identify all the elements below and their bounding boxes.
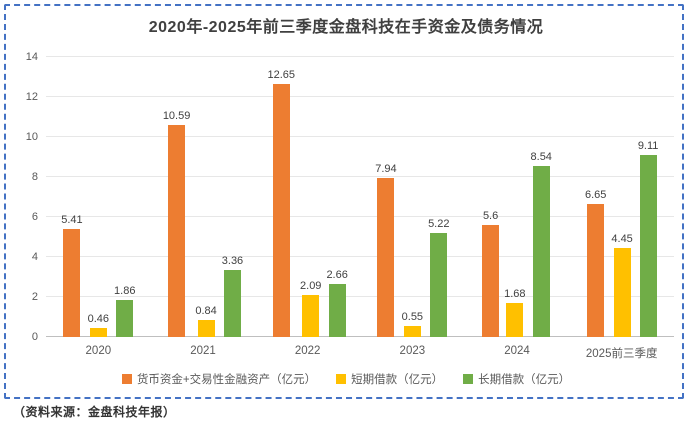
- y-tick-label: 12: [25, 91, 38, 103]
- gridline: [46, 136, 674, 137]
- bar-column: 6.65: [585, 189, 606, 337]
- legend: 货币资金+交易性金融资产（亿元） 短期借款（亿元） 长期借款（亿元）: [0, 371, 692, 387]
- legend-label: 货币资金+交易性金融资产（亿元）: [136, 374, 317, 386]
- bar-column: 2.66: [326, 268, 348, 337]
- bar-column: 3.36: [222, 255, 243, 337]
- bar-value-label: 1.86: [114, 284, 136, 297]
- bar-value-label: 0.46: [87, 312, 110, 325]
- bar-value-label: 4.45: [611, 233, 633, 245]
- bar-group: 5.41 0.46 1.86: [46, 57, 151, 337]
- bar-value-label: 1.68: [504, 288, 526, 301]
- bar-column: 10.59: [162, 110, 191, 337]
- bar: [506, 303, 524, 337]
- bar-group: 6.65 4.45 9.11: [569, 57, 674, 337]
- bar: [302, 295, 320, 337]
- x-category-label: 2022: [294, 345, 321, 357]
- bar-value-label: 5.41: [61, 213, 83, 226]
- gridline: [46, 216, 674, 217]
- bar-value-label: 3.36: [221, 254, 244, 267]
- bar-group: 10.59 0.84 3.36: [151, 57, 256, 337]
- bar: [116, 299, 134, 337]
- chart-title: 2020年-2025年前三季度金盘科技在手资金及债务情况: [148, 19, 544, 36]
- bar-column: 2.09: [300, 280, 321, 337]
- bar-column: 4.45: [611, 233, 633, 337]
- category-row: 2020 2021 2022 2023 2024 2025前三季度: [46, 345, 674, 361]
- bar: [168, 125, 186, 337]
- plot-area: 5.41 0.46 1.86 10.59 0.84 3.36 12.65 2.09 2.66 7.…: [26, 51, 674, 343]
- legend-item: 长期借款（亿元）: [463, 371, 570, 387]
- bar-value-label: 9.11: [637, 139, 659, 152]
- y-tick-label: 2: [31, 291, 38, 303]
- y-tick-label: 8: [31, 171, 38, 183]
- bar-group: 7.94 0.55 5.22: [360, 57, 465, 337]
- bar-value-label: 7.94: [375, 163, 397, 176]
- bar-column: 1.86: [114, 285, 135, 337]
- gridline: [46, 296, 674, 297]
- bar: [532, 166, 550, 337]
- bar-column: 1.68: [504, 288, 526, 337]
- x-category-label: 2024: [504, 345, 530, 357]
- gridline: [46, 256, 674, 257]
- bar-column: 5.22: [428, 218, 449, 337]
- bar: [197, 320, 215, 337]
- y-tick-label: 14: [25, 51, 38, 63]
- bar-group: 5.6 1.68 8.54: [465, 57, 570, 337]
- bar-column: 12.65: [267, 69, 295, 337]
- bar-value-label: 8.54: [530, 151, 552, 164]
- bar: [89, 327, 107, 337]
- bar-column: 5.6: [482, 210, 500, 337]
- bar-groups: 5.41 0.46 1.86 10.59 0.84 3.36 12.65 2.09 2.66 7.…: [46, 57, 674, 337]
- bar: [272, 84, 290, 337]
- bar-column: 7.94: [375, 163, 397, 337]
- x-category-label: 2025前三季度: [585, 348, 658, 360]
- gridline: [46, 96, 674, 97]
- gridline: [46, 56, 674, 57]
- bar: [377, 178, 395, 337]
- bar: [587, 204, 605, 337]
- bar-value-label: 0.84: [195, 305, 217, 318]
- legend-item: 短期借款（亿元）: [336, 371, 443, 387]
- bar-column: 5.41: [61, 213, 83, 337]
- bar: [328, 283, 346, 337]
- bar-value-label: 6.65: [584, 189, 607, 201]
- x-category-label: 2023: [399, 345, 426, 357]
- y-tick-label: 0: [31, 331, 38, 343]
- bar-value-label: 5.6: [482, 210, 499, 222]
- bar-column: 9.11: [637, 139, 659, 337]
- y-tick-label: 4: [31, 251, 38, 263]
- bar: [613, 248, 631, 337]
- bar-value-label: 2.66: [326, 268, 348, 281]
- legend-label: 长期借款（亿元）: [478, 374, 571, 386]
- bar-value-label: 12.65: [267, 69, 296, 81]
- bar: [482, 225, 500, 337]
- bar: [403, 326, 421, 337]
- bar-column: 0.84: [195, 305, 217, 337]
- legend-label: 短期借款（亿元）: [351, 374, 444, 386]
- gridline: [46, 176, 674, 177]
- y-tick-label: 10: [25, 131, 38, 143]
- legend-swatch: [463, 374, 474, 384]
- y-tick-label: 6: [31, 211, 38, 223]
- bar-value-label: 10.59: [162, 110, 191, 123]
- bar: [430, 232, 448, 337]
- source-note: （资料来源：金盘科技年报）: [13, 405, 176, 419]
- bar-group: 12.65 2.09 2.66: [255, 57, 360, 337]
- x-axis-line: [46, 336, 674, 337]
- bar-column: 0.55: [402, 311, 423, 337]
- bar: [63, 228, 81, 337]
- legend-item: 货币资金+交易性金融资产（亿元）: [121, 371, 317, 387]
- bar-value-label: 2.09: [300, 280, 322, 293]
- x-category-label: 2020: [85, 345, 112, 357]
- legend-swatch: [121, 374, 132, 384]
- bar: [223, 269, 241, 337]
- bar: [639, 154, 657, 337]
- bar-column: 0.46: [88, 313, 109, 337]
- x-category-label: 2021: [190, 345, 216, 357]
- legend-swatch: [336, 374, 347, 384]
- bar-value-label: 0.55: [401, 311, 424, 323]
- bar-column: 8.54: [531, 151, 552, 337]
- bar-value-label: 5.22: [428, 217, 450, 230]
